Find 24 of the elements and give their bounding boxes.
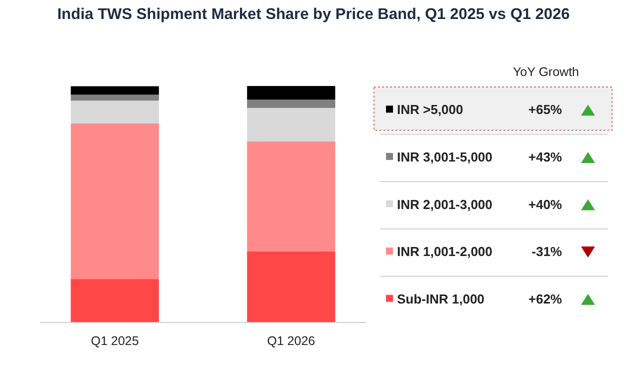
- bar: [247, 108, 336, 142]
- bar: [247, 251, 336, 322]
- text: -31%: [532, 244, 562, 260]
- text: +43%: [528, 149, 562, 164]
- legend-label: INR 1,001-2,000: [397, 244, 492, 260]
- text: +65%: [528, 102, 562, 118]
- legend-label: INR >5,000: [397, 102, 464, 118]
- bar: [70, 124, 159, 280]
- bar: [247, 141, 336, 252]
- text: +62%: [528, 291, 562, 306]
- bar: [70, 279, 159, 322]
- bar: [70, 86, 159, 95]
- bar: [70, 94, 159, 101]
- bar: [247, 100, 336, 108]
- text: +40%: [528, 196, 562, 212]
- x-tick-label: Q1 2026: [267, 334, 316, 348]
- text: YoY Growth: [512, 65, 580, 79]
- legend-label: INR 3,001-5,000: [397, 149, 492, 164]
- chart-title: India TWS Shipment Market Share by Price Band, Q1 2025 vs Q1 2026: [57, 6, 570, 23]
- bar: [70, 100, 159, 124]
- bar: [247, 86, 336, 100]
- x-tick-label: Q1 2025: [90, 334, 139, 348]
- legend-label: Sub-INR 1,000: [397, 291, 484, 306]
- legend-label: INR 2,001-3,000: [397, 196, 492, 212]
